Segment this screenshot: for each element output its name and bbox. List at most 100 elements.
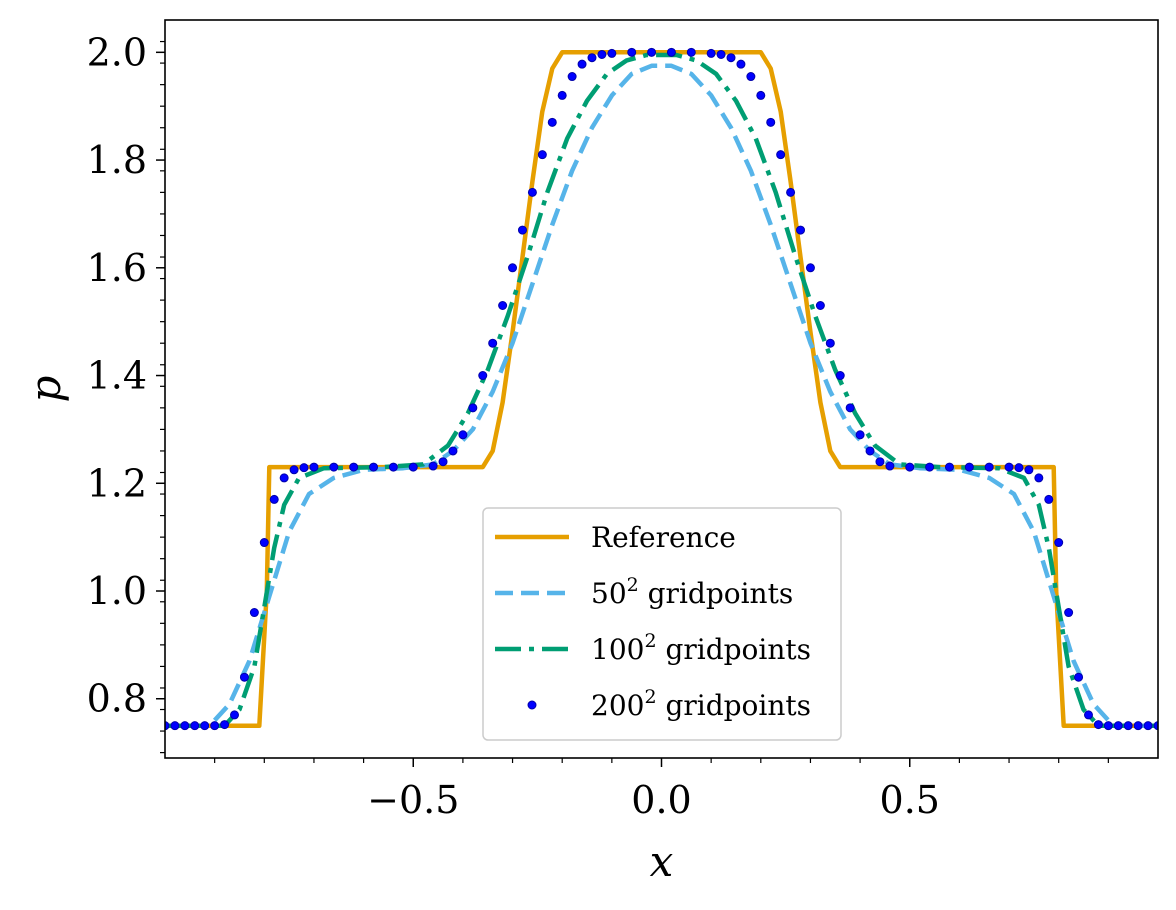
- data-point: [786, 187, 796, 197]
- data-point: [865, 446, 875, 456]
- data-point: [706, 48, 716, 58]
- data-point: [716, 49, 726, 59]
- y-tick-label: 1.2: [87, 461, 147, 505]
- y-tick-label: 1.0: [87, 569, 147, 613]
- data-point: [845, 403, 855, 413]
- data-point: [279, 473, 289, 483]
- data-point: [796, 225, 806, 235]
- data-point: [1074, 672, 1084, 682]
- data-point: [964, 462, 974, 472]
- legend-label-base: Reference: [591, 521, 736, 554]
- data-point: [835, 371, 845, 381]
- data-point: [408, 462, 418, 472]
- data-point: [468, 403, 478, 413]
- data-point: [1113, 721, 1123, 731]
- series-100-gridpoints-line: [165, 52, 1158, 728]
- data-point: [1034, 473, 1044, 483]
- y-tick-label: 1.4: [87, 354, 147, 398]
- series-layer: [165, 47, 1158, 731]
- y-tick-label: 0.8: [87, 677, 147, 721]
- data-point: [289, 465, 299, 475]
- data-point: [557, 90, 567, 100]
- legend-box: [482, 507, 842, 741]
- data-point: [438, 457, 448, 467]
- data-point: [577, 59, 587, 69]
- data-point: [855, 430, 865, 440]
- data-point: [329, 462, 339, 472]
- data-point: [776, 150, 786, 160]
- legend-label-base: 50: [591, 577, 627, 610]
- data-point: [984, 462, 994, 472]
- data-point: [1004, 462, 1014, 472]
- data-point: [1153, 721, 1158, 731]
- data-point: [756, 90, 766, 100]
- data-point: [165, 721, 170, 731]
- y-tick-label: 1.6: [87, 246, 147, 290]
- data-point: [766, 117, 776, 127]
- data-point: [587, 53, 597, 63]
- data-point: [666, 47, 676, 57]
- data-point: [1093, 720, 1103, 730]
- data-point: [627, 47, 637, 57]
- data-point: [885, 461, 895, 471]
- data-point: [230, 710, 240, 720]
- ticks-layer: −0.5 0.0 0.5 0.8 1.0 1.2 1.4 1.6 1.8 2.0: [87, 30, 1109, 822]
- data-point: [607, 48, 617, 58]
- y-axis-label: p: [21, 376, 70, 403]
- data-point: [746, 72, 756, 82]
- legend-label: 502 gridpoints: [591, 574, 793, 610]
- x-tick-label: 0.5: [880, 778, 940, 822]
- data-point: [1083, 710, 1093, 720]
- data-point: [825, 338, 835, 348]
- data-point: [488, 338, 498, 348]
- data-point: [498, 301, 508, 311]
- data-point: [1024, 465, 1034, 475]
- data-point: [815, 301, 825, 311]
- legend: Reference 502 gridpoints 1002 gridpoints 20…: [482, 507, 842, 741]
- x-tick-label: 0.0: [631, 778, 691, 822]
- data-point: [1133, 721, 1143, 731]
- data-point: [309, 462, 319, 472]
- x-axis-label: x: [650, 837, 674, 886]
- x-tick-label: −0.5: [367, 778, 459, 822]
- legend-label-base: 200: [591, 689, 644, 722]
- data-point: [726, 53, 736, 63]
- data-point: [448, 446, 458, 456]
- series-200-gridpoints: [165, 47, 1158, 731]
- legend-label-superscript: 2: [644, 686, 656, 708]
- data-point: [249, 608, 259, 618]
- data-point: [1064, 608, 1074, 618]
- data-point: [180, 721, 190, 731]
- data-point: [210, 721, 220, 731]
- data-point: [428, 461, 438, 471]
- data-point: [905, 462, 915, 472]
- data-point: [190, 721, 200, 731]
- data-point: [269, 494, 279, 504]
- data-point: [597, 49, 607, 59]
- data-point: [1044, 494, 1054, 504]
- data-point: [875, 457, 885, 467]
- data-point: [259, 538, 269, 548]
- legend-label-suffix: gridpoints: [639, 577, 793, 610]
- legend-label-base: 100: [591, 633, 644, 666]
- data-point: [567, 72, 577, 82]
- data-point: [508, 263, 518, 273]
- data-point: [736, 59, 746, 69]
- data-point: [517, 225, 527, 235]
- data-point: [944, 462, 954, 472]
- data-point: [349, 462, 359, 472]
- data-point: [1143, 721, 1153, 731]
- data-point: [1103, 721, 1113, 731]
- data-point: [200, 721, 210, 731]
- data-point: [1054, 538, 1064, 548]
- data-point: [369, 462, 379, 472]
- y-tick-label: 2.0: [87, 30, 147, 74]
- data-point: [299, 463, 309, 473]
- data-point: [1123, 721, 1133, 731]
- data-point: [388, 462, 398, 472]
- data-point: [537, 150, 547, 160]
- plot-frame: [164, 19, 1159, 759]
- series-reference-line: [165, 50, 1158, 728]
